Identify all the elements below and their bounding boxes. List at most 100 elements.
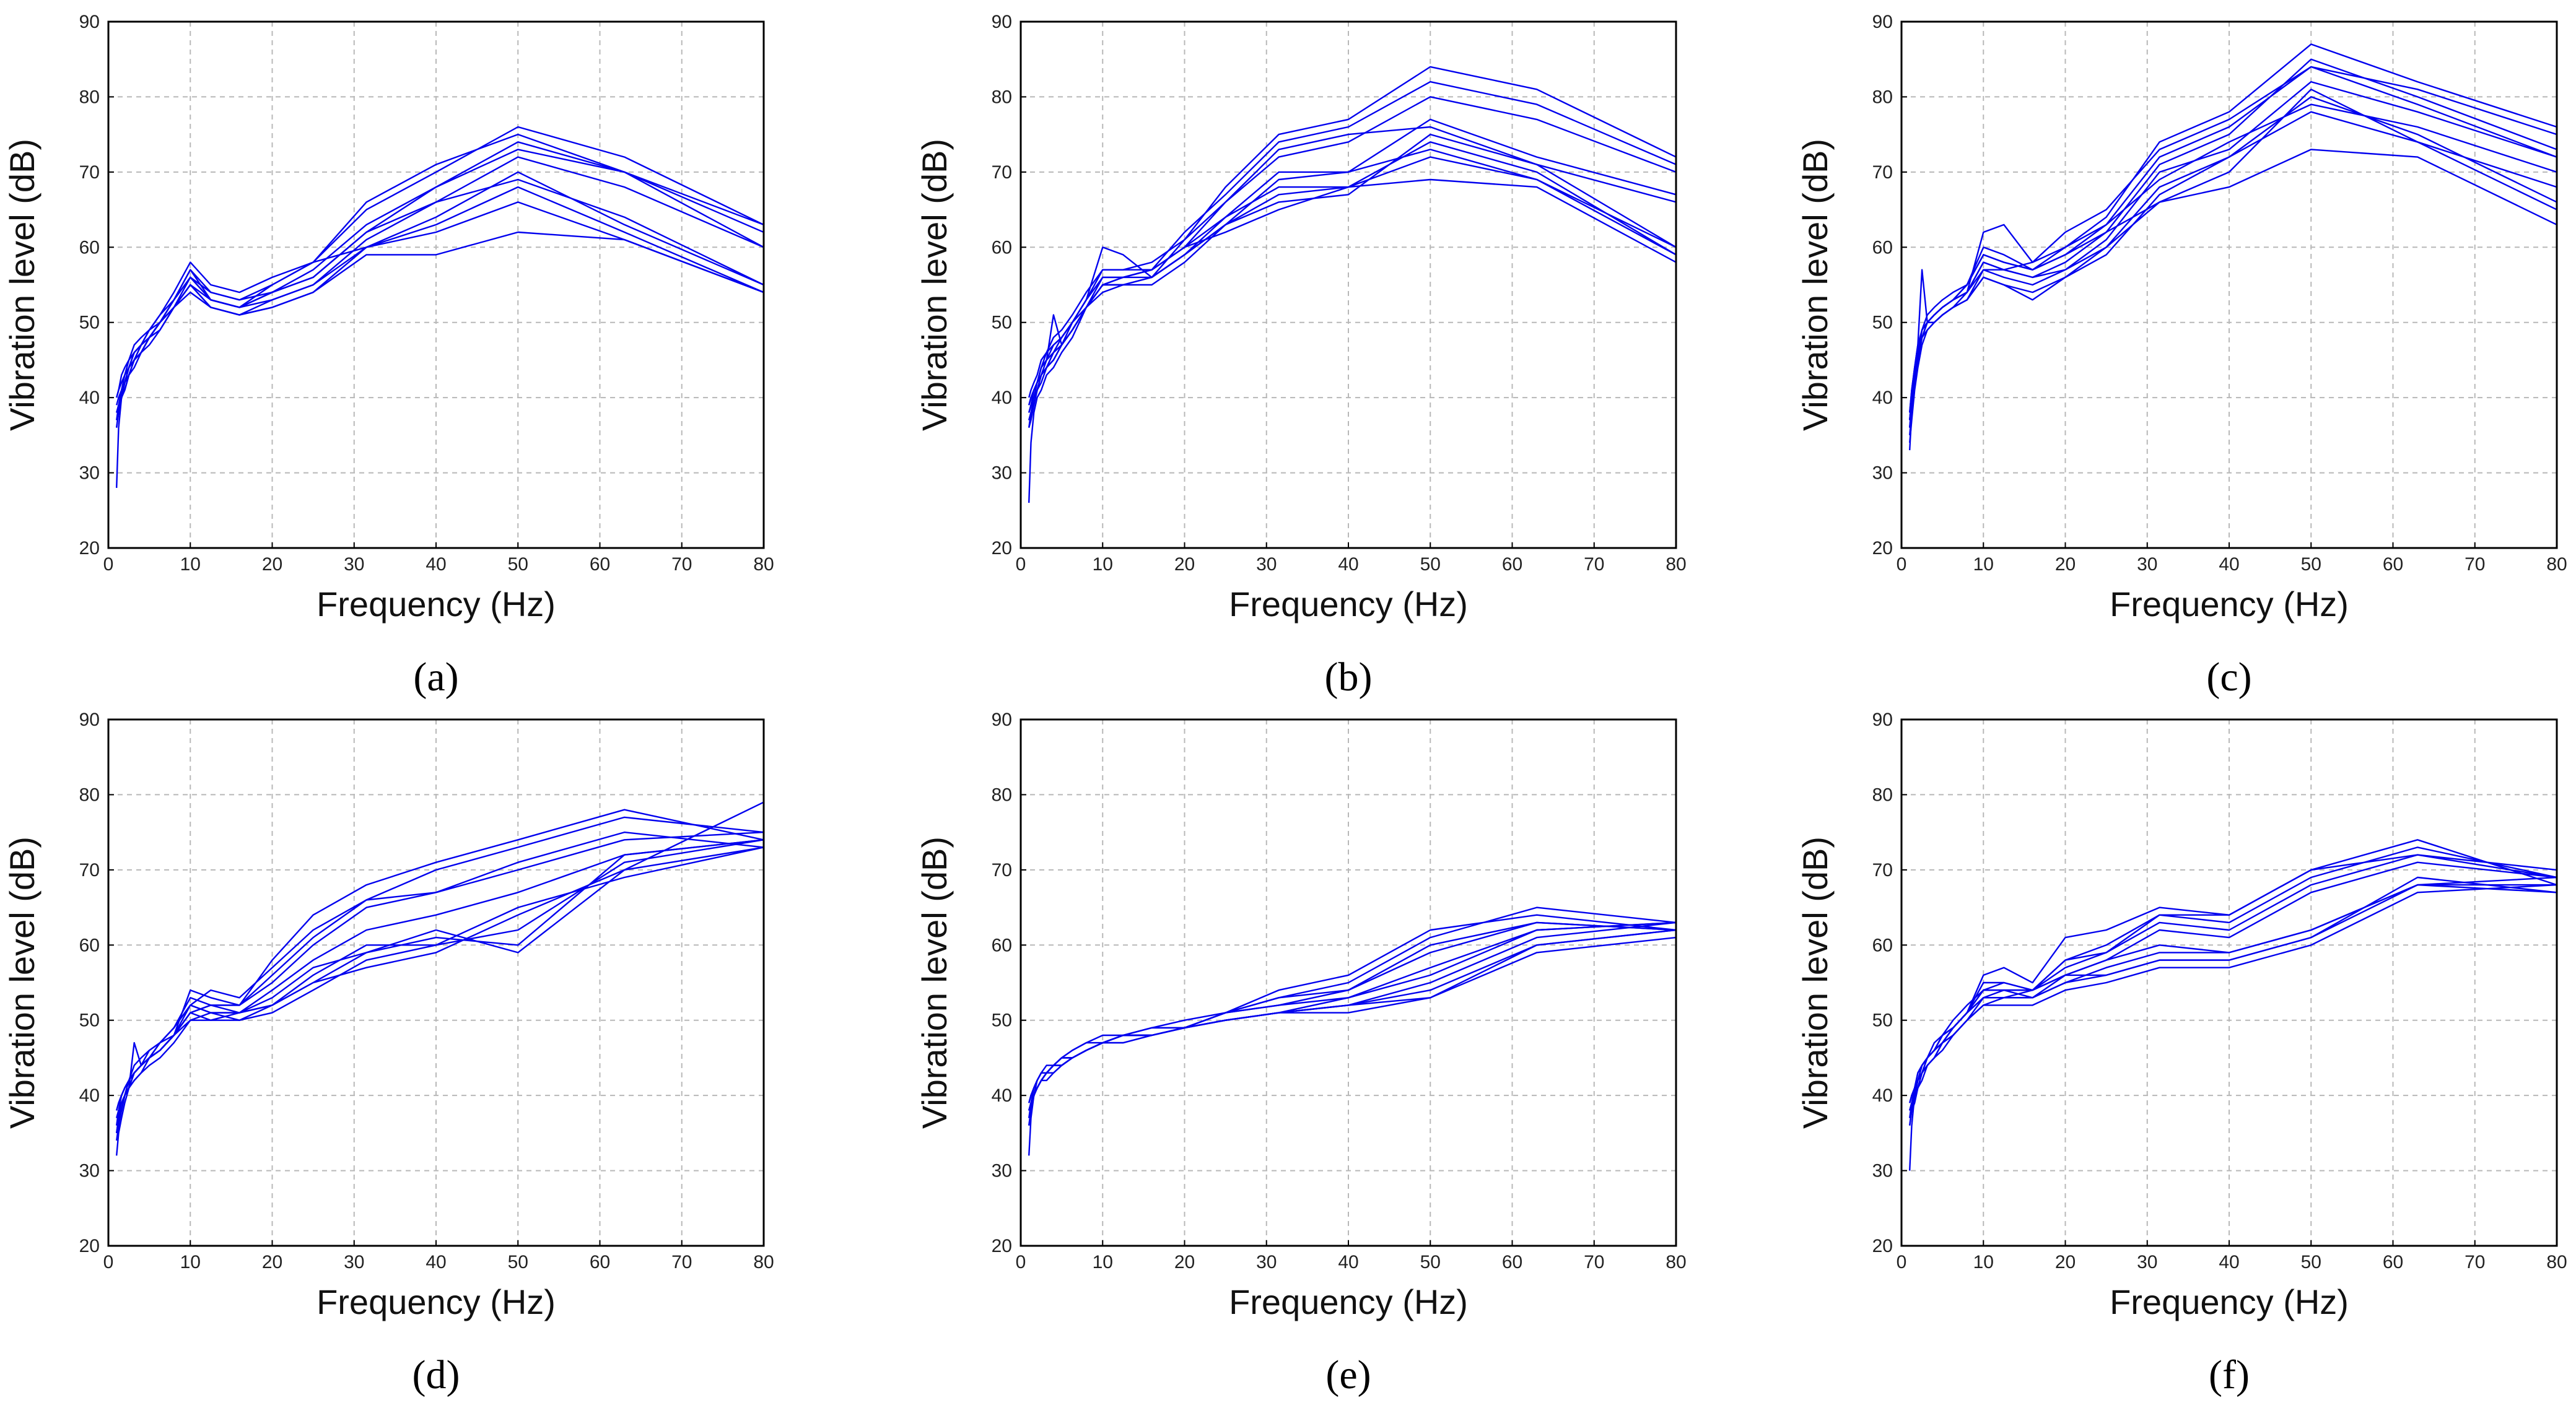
y-tick-label: 60 <box>1872 237 1893 258</box>
y-tick-label: 50 <box>1872 313 1893 333</box>
y-axis-label: Vibration level (dB) <box>2 139 41 431</box>
x-axis-label: Frequency (Hz) <box>317 585 556 624</box>
y-tick-label: 60 <box>992 935 1012 955</box>
x-tick-label: 50 <box>2301 554 2321 575</box>
series-group <box>1909 839 2557 1171</box>
series-group <box>116 126 764 488</box>
x-tick-label: 80 <box>1666 1252 1686 1272</box>
x-tick-label: 60 <box>590 554 610 575</box>
x-tick-label: 40 <box>426 554 446 575</box>
panel-label: (a) <box>413 654 458 700</box>
x-tick-label: 70 <box>1584 1252 1604 1272</box>
y-tick-label: 70 <box>79 860 100 880</box>
y-tick-label: 80 <box>992 785 1012 805</box>
x-tick-label: 70 <box>671 554 692 575</box>
y-tick-label: 30 <box>79 1161 100 1181</box>
series-group <box>1909 43 2557 451</box>
x-tick-label: 0 <box>1897 1252 1907 1272</box>
y-axis-label: Vibration level (dB) <box>1796 837 1835 1129</box>
x-tick-label: 30 <box>1256 1252 1277 1272</box>
x-axis-label: Frequency (Hz) <box>2110 1282 2349 1321</box>
series-line-a-10 <box>116 178 764 420</box>
x-tick-label: 30 <box>344 554 364 575</box>
y-tick-label: 20 <box>992 538 1012 559</box>
y-tick-label: 30 <box>1872 1161 1893 1181</box>
y-tick-label: 20 <box>1872 1236 1893 1256</box>
x-tick-label: 80 <box>753 554 774 575</box>
y-tick-label: 40 <box>992 1085 1012 1106</box>
series-line-f-9 <box>1909 876 2557 1126</box>
x-tick-label: 80 <box>2546 554 2567 575</box>
x-tick-label: 0 <box>103 1252 114 1272</box>
y-tick-label: 70 <box>1872 860 1893 880</box>
y-tick-label: 80 <box>1872 87 1893 107</box>
chart-panel-e: 0 10 20 30 40 50 60 70 80 20 30 40 50 60 70 80 90 Frequen… <box>915 710 1687 1398</box>
x-tick-label: 20 <box>1174 1252 1195 1272</box>
series-line-c-7 <box>1909 149 2557 428</box>
y-tick-label: 80 <box>79 785 100 805</box>
y-tick-label: 70 <box>992 162 1012 183</box>
y-tick-label: 80 <box>1872 785 1893 805</box>
x-tick-label: 20 <box>262 1252 282 1272</box>
x-axis-label: Frequency (Hz) <box>1229 585 1468 624</box>
y-tick-label: 90 <box>79 710 100 730</box>
series-group <box>116 801 764 1156</box>
x-tick-label: 50 <box>1420 554 1441 575</box>
y-tick-label: 30 <box>1872 463 1893 484</box>
x-tick-label: 60 <box>2383 554 2403 575</box>
x-tick-label: 30 <box>1256 554 1277 575</box>
x-tick-label: 10 <box>1973 1252 1994 1272</box>
series-line-c-10 <box>1909 66 2557 420</box>
series-group <box>1028 66 1676 503</box>
y-tick-label: 20 <box>1872 538 1893 559</box>
x-tick-label: 10 <box>1093 1252 1113 1272</box>
y-tick-label: 50 <box>79 313 100 333</box>
y-tick-label: 50 <box>79 1011 100 1031</box>
y-tick-label: 40 <box>992 388 1012 408</box>
chart-panel-c: 0 10 20 30 40 50 60 70 80 20 30 40 50 60 70 80 90 Frequen… <box>1796 12 2567 700</box>
x-tick-label: 0 <box>103 554 114 575</box>
series-line-b-9 <box>1028 126 1676 398</box>
series-group <box>1028 906 1676 1156</box>
x-tick-label: 70 <box>671 1252 692 1272</box>
y-tick-label: 60 <box>992 237 1012 258</box>
x-tick-label: 50 <box>1420 1252 1441 1272</box>
x-tick-label: 0 <box>1016 1252 1026 1272</box>
series-line-a-6 <box>116 186 764 406</box>
x-tick-label: 40 <box>1338 554 1358 575</box>
x-tick-label: 30 <box>344 1252 364 1272</box>
x-tick-label: 10 <box>180 554 201 575</box>
series-line-c-8 <box>1909 103 2557 413</box>
x-tick-label: 30 <box>2137 1252 2157 1272</box>
x-tick-label: 10 <box>180 1252 201 1272</box>
y-tick-label: 40 <box>1872 1085 1893 1106</box>
y-tick-label: 50 <box>992 1011 1012 1031</box>
x-tick-label: 40 <box>2219 554 2239 575</box>
y-tick-label: 40 <box>79 388 100 408</box>
panel-label: (c) <box>2206 654 2251 700</box>
series-line-b-10 <box>1028 149 1676 428</box>
x-tick-label: 80 <box>2546 1252 2567 1272</box>
series-line-a-9 <box>116 133 764 398</box>
x-tick-label: 10 <box>1093 554 1113 575</box>
x-axis-label: Frequency (Hz) <box>2110 585 2349 624</box>
x-tick-label: 60 <box>1502 1252 1522 1272</box>
y-tick-label: 50 <box>1872 1011 1893 1031</box>
y-axis-label: Vibration level (dB) <box>2 837 41 1129</box>
y-tick-label: 20 <box>992 1236 1012 1256</box>
panel-label: (f) <box>2209 1352 2250 1398</box>
x-tick-label: 20 <box>1174 554 1195 575</box>
x-tick-label: 40 <box>1338 1252 1358 1272</box>
x-axis-label: Frequency (Hz) <box>317 1282 556 1321</box>
x-tick-label: 0 <box>1897 554 1907 575</box>
panel-label: (d) <box>413 1352 460 1398</box>
y-tick-label: 30 <box>79 463 100 484</box>
x-tick-label: 20 <box>2055 1252 2076 1272</box>
chart-panel-d: 0 10 20 30 40 50 60 70 80 20 30 40 50 60 70 80 90 Frequen… <box>2 710 774 1398</box>
y-tick-label: 60 <box>79 935 100 955</box>
x-tick-label: 50 <box>2301 1252 2321 1272</box>
panel-label: (e) <box>1325 1352 1371 1398</box>
x-axis-label: Frequency (Hz) <box>1229 1282 1468 1321</box>
series-line-f-10 <box>1909 854 2557 1111</box>
chart-panel-f: 0 10 20 30 40 50 60 70 80 20 30 40 50 60 70 80 90 Frequen… <box>1796 710 2567 1398</box>
